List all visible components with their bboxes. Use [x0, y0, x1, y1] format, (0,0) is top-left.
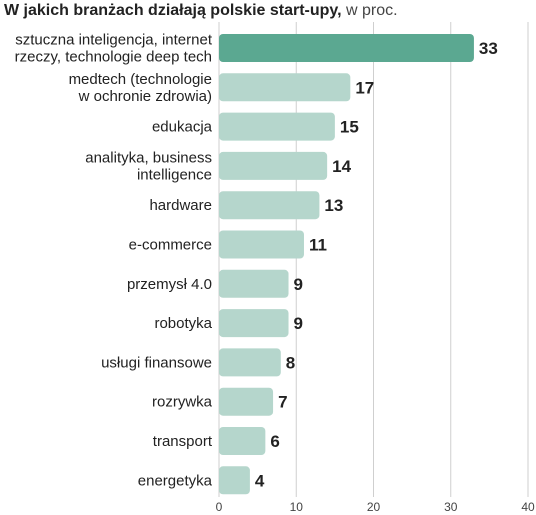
data-label: 13 [324, 196, 343, 215]
bar [219, 348, 281, 377]
bar [219, 269, 289, 298]
category-label: hardware [149, 197, 212, 214]
bar [219, 309, 289, 338]
value-labels: 33 17 15 14 13 11 9 9 8 7 6 4 [255, 39, 498, 490]
category-label: usługi finansowe [101, 354, 212, 371]
bar [219, 112, 335, 141]
category-label: energetyka [138, 472, 213, 489]
chart-subtitle: w proc. [346, 2, 398, 19]
data-label: 9 [294, 275, 303, 294]
data-label: 15 [340, 118, 359, 137]
bar [219, 151, 328, 180]
data-label: 9 [294, 314, 303, 333]
bar [219, 73, 351, 102]
bar [219, 387, 274, 416]
x-tick-label: 20 [367, 500, 381, 514]
x-tick-label: 40 [521, 500, 535, 514]
category-labels: sztuczna inteligencja, internet rzeczy, t… [15, 32, 213, 490]
category-label: transport [153, 433, 213, 450]
data-label: 7 [278, 393, 287, 412]
x-tick-label: 10 [290, 500, 304, 514]
data-label: 4 [255, 471, 265, 490]
bar [219, 466, 250, 495]
category-label: robotyka [154, 315, 212, 332]
category-label: analityka, business intelligence [85, 149, 212, 183]
x-tick-label: 0 [216, 500, 223, 514]
chart-title: W jakich branżach działają polskie start… [4, 2, 398, 20]
bar [219, 191, 320, 220]
x-axis-ticks: 0 10 20 30 40 [216, 500, 535, 514]
category-label: przemysł 4.0 [127, 276, 212, 293]
category-label: e-commerce [129, 237, 212, 254]
data-label: 33 [479, 39, 498, 58]
category-label: sztuczna inteligencja, internet rzeczy, t… [15, 32, 213, 66]
bar [219, 230, 304, 259]
x-tick-label: 30 [444, 500, 458, 514]
data-label: 8 [286, 353, 295, 372]
bar [219, 427, 266, 455]
bars [219, 34, 474, 495]
bar [219, 34, 474, 62]
data-label: 11 [309, 236, 327, 255]
category-label: rozrywka [152, 394, 213, 411]
category-label: medtech (technologie w ochronie zdrowia) [69, 71, 212, 105]
data-label: 14 [332, 157, 351, 176]
data-label: 6 [270, 432, 279, 451]
chart-title-main: W jakich branżach działają polskie start… [4, 2, 342, 19]
category-label: edukacja [152, 119, 213, 136]
data-label: 17 [355, 78, 374, 97]
